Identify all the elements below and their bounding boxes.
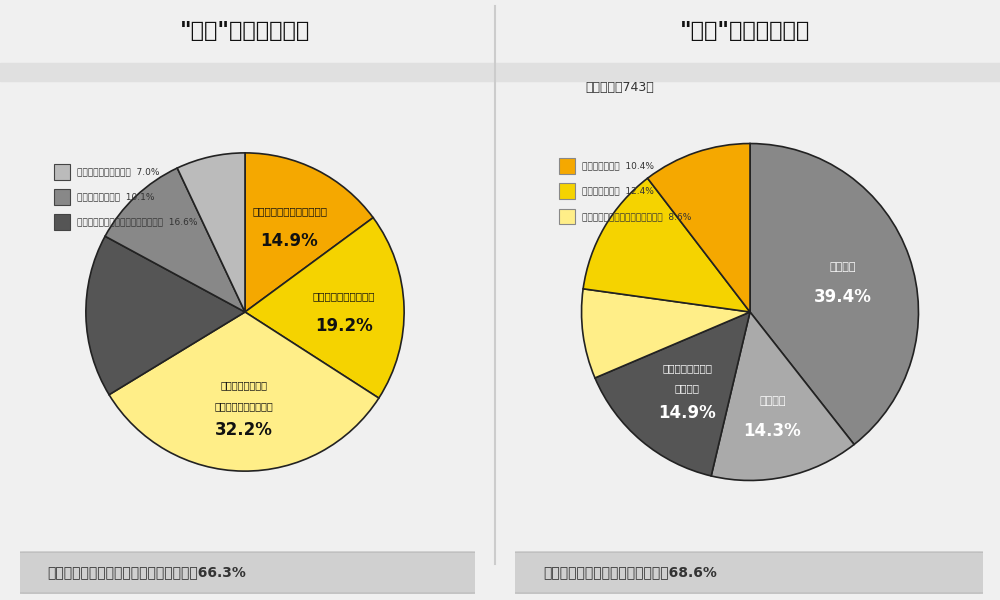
Text: 出社多め: 出社多め (759, 396, 786, 406)
Wedge shape (582, 289, 750, 378)
Bar (54, 189, 70, 205)
Wedge shape (750, 143, 918, 445)
Wedge shape (245, 153, 373, 312)
Bar (559, 184, 575, 199)
Bar (54, 164, 70, 179)
Text: テレワークのみ  10.4%: テレワークのみ 10.4% (582, 161, 654, 170)
Text: どちらかといえば出社して働きたい  16.6%: どちらかといえば出社して働きたい 16.6% (77, 218, 198, 227)
Text: テレワークで働きたい: テレワークで働きたい (312, 291, 375, 301)
Text: どちらかといえばテレワーク多め  8.6%: どちらかといえばテレワーク多め 8.6% (582, 212, 692, 221)
Text: テレワークで働きたい: テレワークで働きたい (214, 401, 273, 411)
FancyBboxPatch shape (6, 552, 489, 593)
Text: 必ずテレワークで働きたい: 必ずテレワークで働きたい (252, 206, 327, 216)
Text: 理想の夏の働き方は「テレワーク派」が66.3%: 理想の夏の働き方は「テレワーク派」が66.3% (47, 565, 246, 580)
Text: どちらかといえば: どちらかといえば (220, 380, 267, 391)
Text: テレワーク多め  12.4%: テレワーク多め 12.4% (582, 187, 654, 196)
Wedge shape (86, 236, 245, 395)
Text: 必ず出社して働きたい  7.0%: 必ず出社して働きたい 7.0% (77, 167, 160, 176)
Bar (559, 158, 575, 174)
Bar (559, 209, 575, 224)
Wedge shape (583, 178, 750, 312)
Wedge shape (648, 143, 750, 312)
Text: 全体回答：743人: 全体回答：743人 (586, 81, 654, 94)
Text: 39.4%: 39.4% (813, 288, 871, 306)
Wedge shape (595, 312, 750, 476)
FancyBboxPatch shape (501, 552, 997, 593)
Wedge shape (711, 312, 854, 481)
Wedge shape (109, 312, 379, 471)
Text: 出社多め: 出社多め (675, 383, 700, 394)
Wedge shape (105, 168, 245, 312)
Text: 出社のみ: 出社のみ (829, 262, 856, 272)
Text: どちらかといえば: どちらかといえば (662, 363, 712, 373)
Text: 実際の夏の働き方は「出社派」が68.6%: 実際の夏の働き方は「出社派」が68.6% (543, 565, 717, 580)
Wedge shape (245, 218, 404, 398)
Bar (54, 214, 70, 230)
Text: 14.9%: 14.9% (261, 232, 318, 250)
Text: 14.3%: 14.3% (744, 422, 801, 440)
Text: "理想"の夏の働き方: "理想"の夏の働き方 (180, 21, 310, 41)
Text: 32.2%: 32.2% (215, 421, 273, 439)
Text: "実際"の夏の働き方: "実際"の夏の働き方 (680, 21, 810, 41)
Text: 14.9%: 14.9% (658, 404, 716, 422)
Wedge shape (177, 153, 245, 312)
Text: 出社して働きたい  10.1%: 出社して働きたい 10.1% (77, 193, 155, 202)
Text: 19.2%: 19.2% (315, 317, 372, 335)
